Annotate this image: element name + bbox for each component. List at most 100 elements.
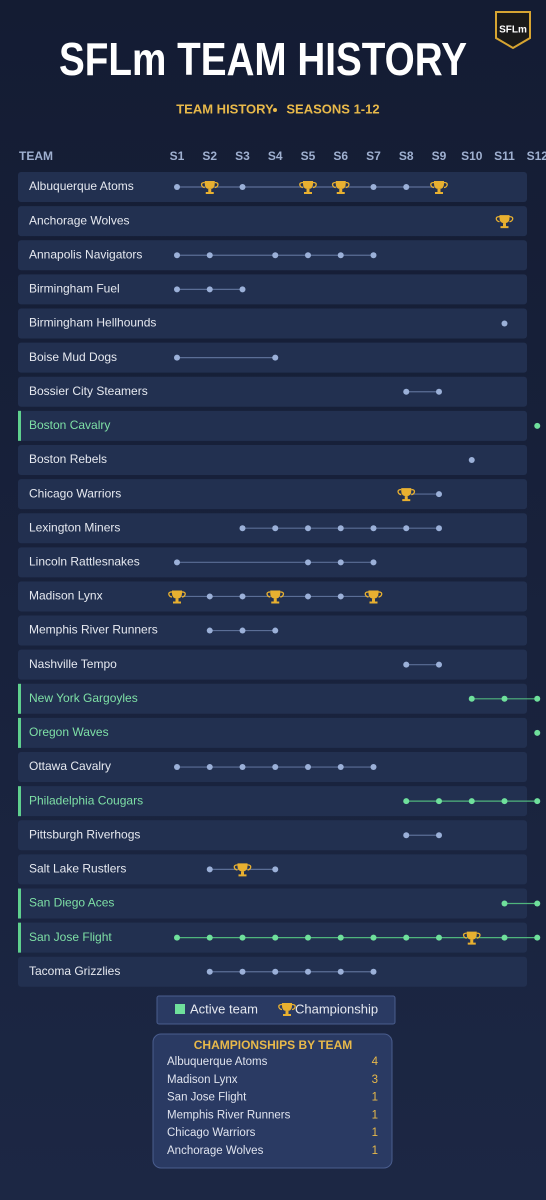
team-row [18,786,527,817]
season-dot [272,252,279,259]
table-count: 3 [372,1074,378,1086]
season-dot [272,968,279,975]
season-dot [436,525,442,532]
season-dot [468,456,475,463]
trophy-cup [499,215,510,229]
logo-text: SFLm [499,25,527,36]
team-row [18,410,527,441]
season-dot [370,764,377,771]
season-dot [370,968,377,975]
team-row [18,649,527,680]
trophy-cup [335,181,346,194]
season-dot [305,252,311,259]
season-dot [239,525,246,532]
season-header: S9 [432,149,447,163]
trophy-handles [266,591,285,598]
team-row [18,444,527,475]
subtitle: SEASONS 1-12 [286,101,379,116]
active-bar [18,683,21,714]
season-dot [337,559,344,566]
season-dot [174,184,180,190]
team-name: Boise Mud Dogs [29,350,117,364]
season-dot [436,934,442,941]
season-dot [534,695,541,702]
team-name: Birmingham Fuel [29,282,120,296]
trophy-cup [368,590,379,604]
season-dot [534,900,541,907]
season-dot [174,559,180,566]
team-name: New York Gargoyles [29,691,138,705]
team-name: Albuquerque Atoms [29,179,134,193]
trophy [397,488,416,502]
table-count: 4 [372,1056,379,1068]
season-dot [239,286,246,293]
trophy-handles [168,591,186,598]
championships-table [152,1033,393,1169]
trophy-cup [303,181,313,194]
table-team: Anchorage Wolves [167,1145,264,1157]
season-dot [305,593,311,600]
season-dot [436,832,442,839]
season-dot [468,695,475,702]
season-dot [501,798,508,805]
season-dot [403,525,410,532]
team-row [18,206,527,237]
season-dot [436,491,442,498]
season-dot [239,968,246,975]
team-name: Boston Cavalry [29,418,110,432]
season-header: S12 [527,149,546,163]
table-team: Memphis River Runners [167,1109,291,1121]
table-count: 1 [372,1145,378,1157]
trophy-handles [462,932,481,939]
season-dot [272,866,279,873]
season-dot [272,764,279,771]
season-dot [174,286,180,293]
season-dot [174,354,180,361]
season-dot [206,252,213,259]
team-name: Bossier City Steamers [29,384,148,398]
season-dot [436,388,442,395]
season-dot [534,422,541,429]
timeline: S1 S2 S3 S4 S5 S6 S7 S8 S9 S10 S11 S12 Albuquerque A… [18,149,546,987]
season-dot [239,934,246,941]
trophy [331,181,350,194]
team-name: Ottawa Cavalry [29,759,111,773]
team-name: Nashville Tempo [29,657,117,671]
trophy [462,931,481,945]
team-name: Birmingham Hellhounds [29,316,156,330]
season-dot [305,968,311,975]
trophy-cup [204,181,215,194]
season-header: S3 [235,149,250,163]
season-dot [206,934,213,941]
active-bar [18,888,21,919]
team-name: Lexington Miners [29,520,120,534]
active-bar [18,410,21,441]
season-dot [206,764,213,771]
season-header: S6 [333,149,348,163]
legend-label: Active team [190,1001,258,1016]
active-bar [18,922,21,953]
team-row [18,888,527,919]
team-row [18,376,527,407]
table-team: Albuquerque Atoms [167,1056,268,1068]
trophy-cup [434,181,444,194]
season-dot [239,764,246,771]
team-name: Memphis River Runners [29,623,158,637]
season-dot [501,900,508,907]
trophy [299,181,317,194]
trophy [200,181,219,194]
team-name: Chicago Warriors [29,486,121,500]
team-name: Philadelphia Cougars [29,793,143,807]
table-body: Albuquerque Atoms 4 Madison Lynx 3 San Jose … [167,1056,379,1157]
season-header: S1 [170,149,185,163]
team-name: Lincoln Rattlesnakes [29,554,140,568]
team-name: Anchorage Wolves [29,213,130,227]
season-dot [337,764,344,771]
season-dot [534,798,541,805]
season-header: S10 [461,149,483,163]
season-dot [206,627,213,634]
team-row [18,820,527,851]
season-dot [174,252,180,259]
season-dot [403,184,410,190]
